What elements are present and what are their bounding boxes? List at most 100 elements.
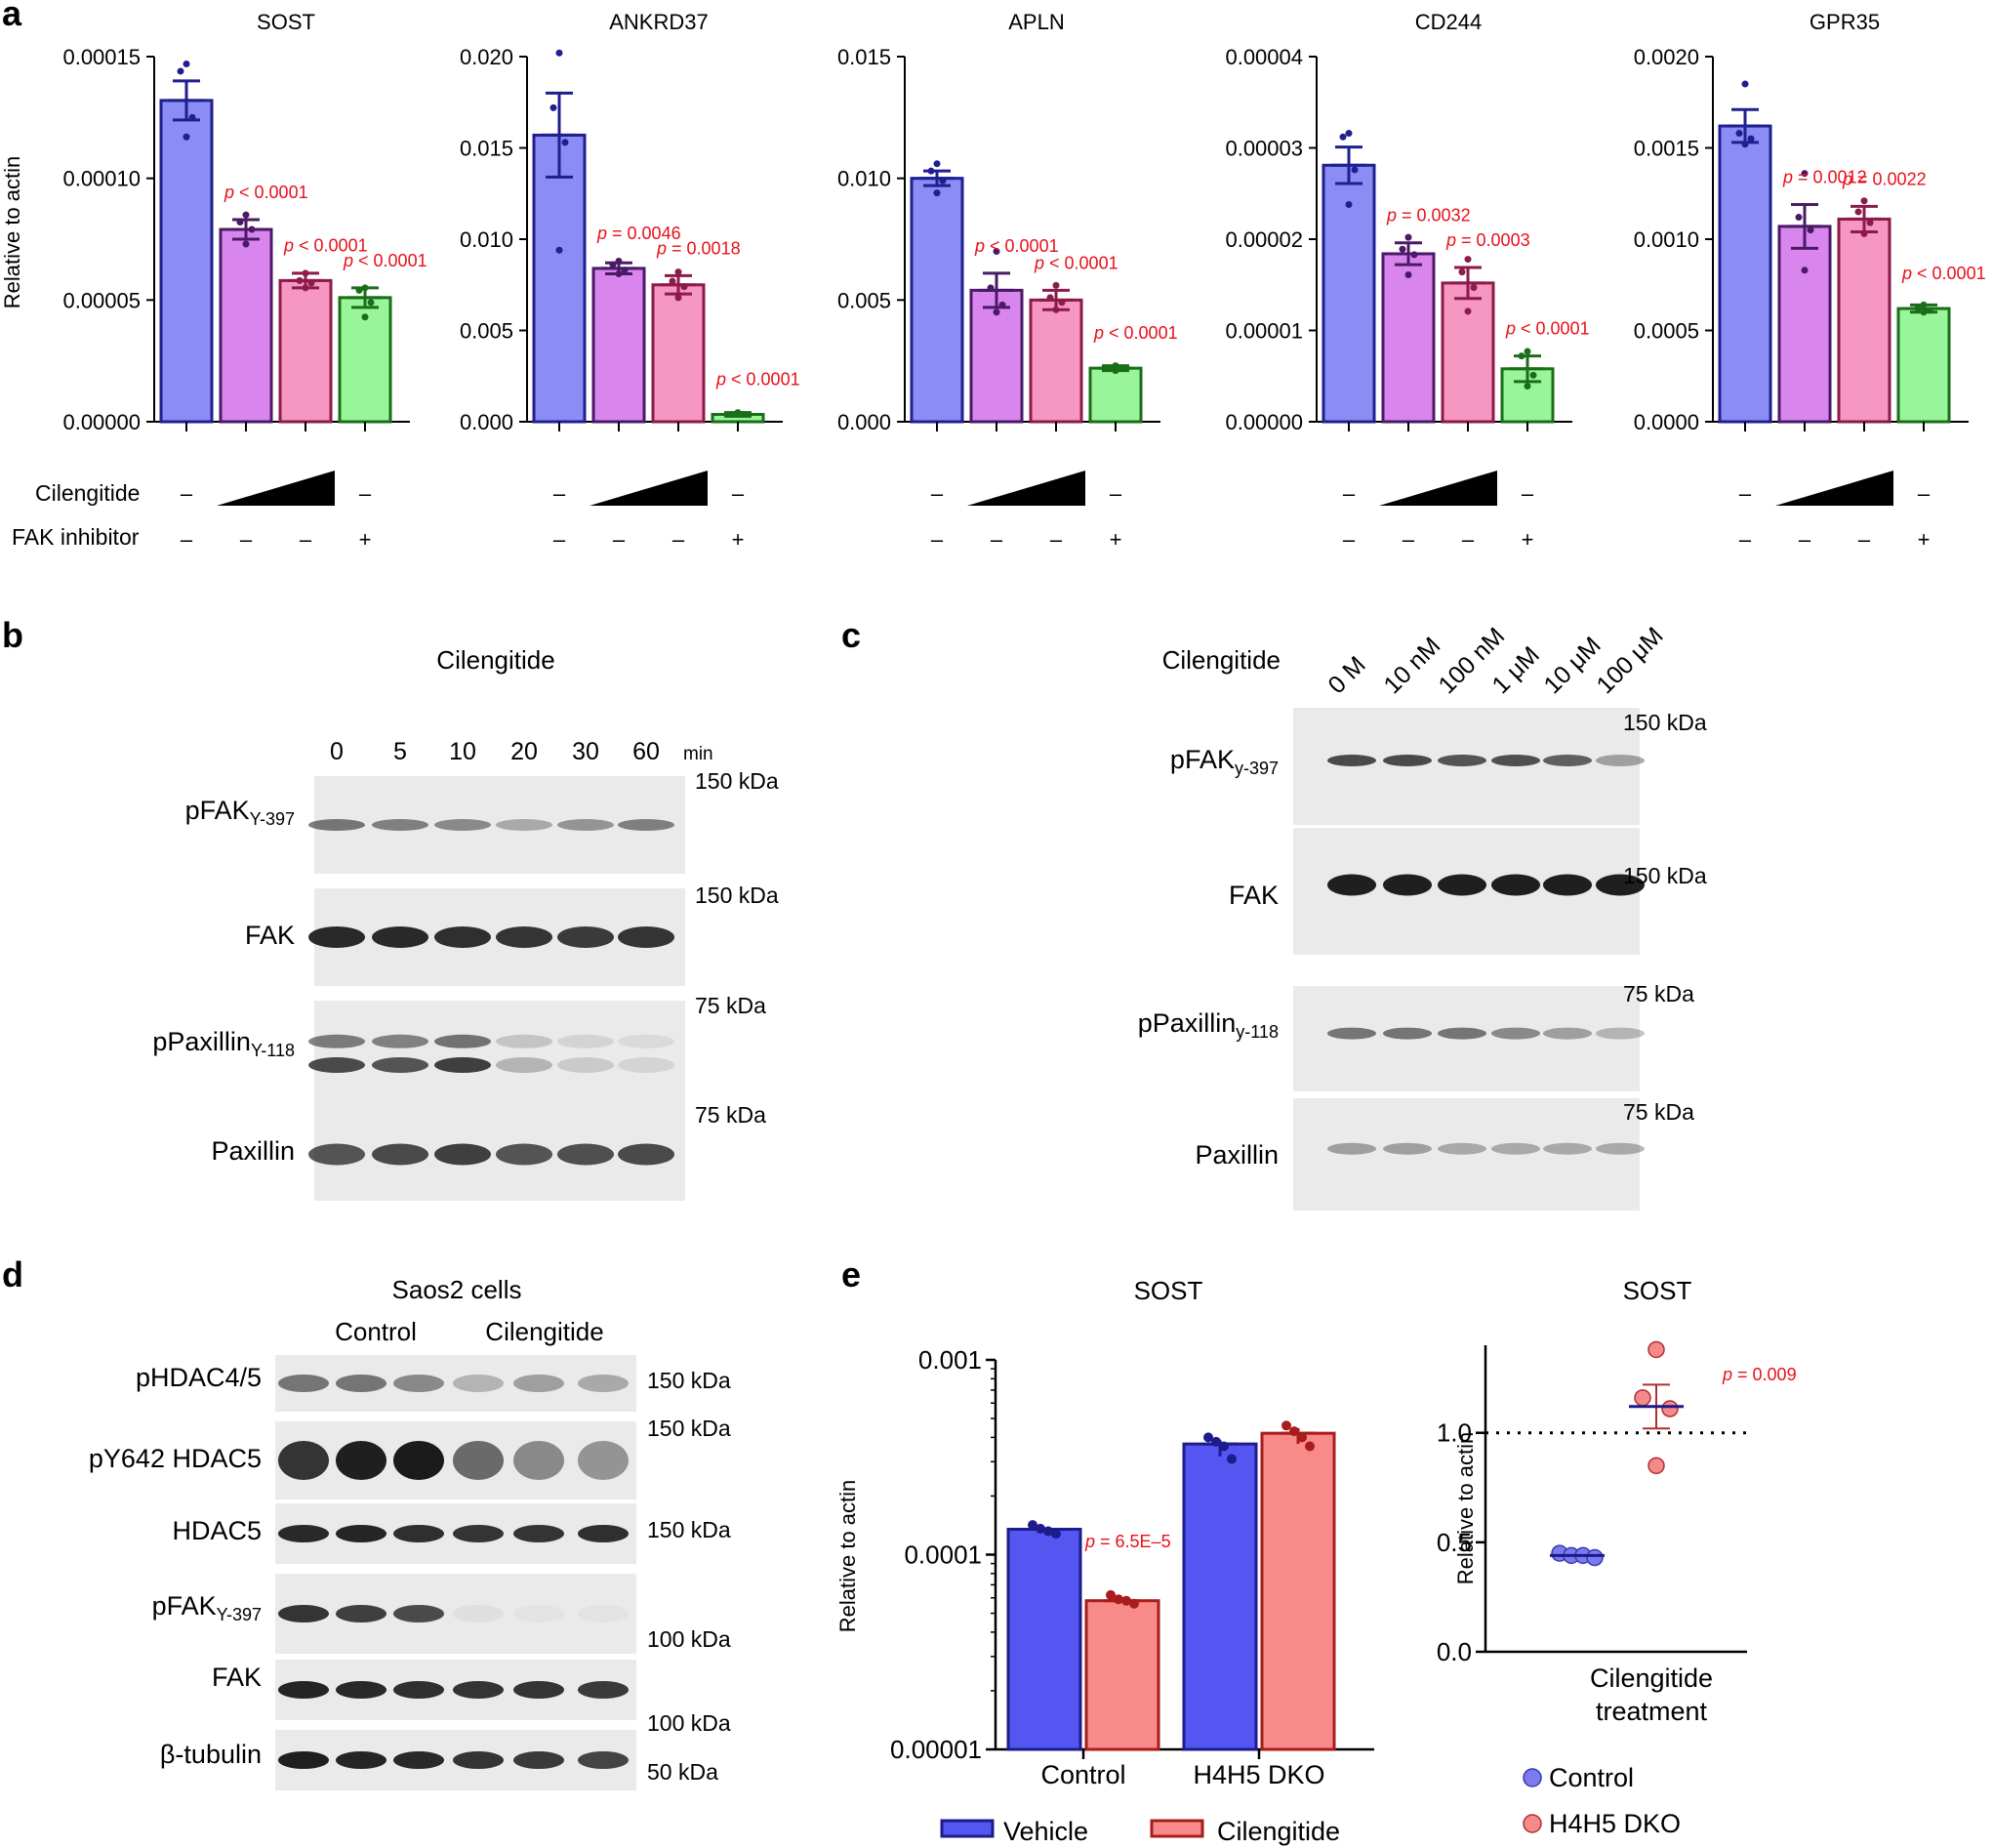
fak-inhibitor-sign: –	[1343, 527, 1356, 552]
data-point	[1028, 1520, 1037, 1531]
legend-label: Vehicle	[1003, 1817, 1088, 1846]
y-tick-label: 0.00001	[890, 1735, 982, 1764]
blot-band	[578, 1751, 629, 1769]
chart-title: ANKRD37	[609, 10, 708, 34]
blot-band	[1596, 874, 1645, 896]
blot-row-label: FAK	[212, 1663, 262, 1692]
data-point	[361, 284, 369, 292]
fak-inhibitor-sign: +	[1522, 527, 1534, 552]
data-point	[993, 308, 1000, 316]
p-value: p < 0.0001	[715, 370, 800, 390]
data-point	[933, 189, 941, 197]
chart-title: SOST	[1623, 1276, 1692, 1305]
blot-band	[336, 1681, 386, 1699]
p-value: p < 0.0001	[974, 236, 1059, 256]
bar	[910, 177, 964, 424]
blot-band	[434, 1057, 491, 1073]
data-point	[1043, 1526, 1053, 1537]
data-point	[1741, 80, 1749, 88]
kda-marker: 100 kDa	[647, 1626, 731, 1652]
p-value: p < 0.0001	[224, 183, 308, 202]
cilengitide-sign: –	[359, 481, 372, 506]
blot-band	[308, 1057, 365, 1073]
chart-ankrd37: ANKRD37 0.020 0.015 0.010 0.005 0.000 p = 0.00…	[460, 10, 800, 552]
fak-inhibitor-sign: –	[553, 527, 566, 552]
y-tick-label: 0.000	[837, 410, 891, 434]
blot-row-label: pFAKY-397	[185, 796, 295, 829]
data-point	[728, 411, 736, 419]
data-point	[1281, 1420, 1291, 1431]
p-value: p < 0.0001	[343, 251, 427, 270]
panel-b-time-unit: min	[683, 744, 713, 764]
dose-ramp-triangle	[1379, 471, 1497, 506]
blot-membrane	[275, 1355, 636, 1412]
kda-marker: 75 kDa	[695, 993, 766, 1018]
blot-band	[393, 1441, 444, 1480]
data-point	[1866, 219, 1874, 226]
data-point	[1464, 256, 1472, 264]
data-point	[242, 211, 250, 219]
data-point	[1529, 371, 1537, 379]
p-value: p = 0.009	[1722, 1365, 1797, 1384]
blot-band	[513, 1681, 564, 1699]
legend-label: Control	[1549, 1763, 1634, 1792]
bar	[1088, 366, 1143, 424]
blot-band	[453, 1375, 504, 1392]
kda-marker: 50 kDa	[647, 1759, 718, 1785]
data-point	[1634, 1389, 1651, 1407]
blot-band	[453, 1681, 504, 1699]
data-point	[555, 49, 563, 57]
blot-band	[1543, 1027, 1592, 1040]
chart-sost: SOST 0.00015 0.00010 0.00005 0.00000 p < 0.00…	[62, 10, 427, 552]
kda-marker: 150 kDa	[1623, 863, 1707, 888]
blot-band	[1327, 1142, 1376, 1155]
blot-band	[513, 1605, 564, 1622]
chart-gpr35: GPR35 0.0020 0.0015 0.0010 0.0005 0.0000 p = 0…	[1634, 10, 1986, 552]
y-tick-label: 0.0000	[1634, 410, 1699, 434]
y-tick-label: 0.0	[1437, 1637, 1472, 1666]
data-point	[549, 103, 557, 111]
dose-label: 0 M	[1322, 651, 1370, 699]
blot-band	[578, 1441, 629, 1480]
fak-inhibitor-sign: –	[1739, 527, 1752, 552]
blot-band	[578, 1605, 629, 1622]
blot-band	[1491, 1142, 1540, 1155]
blot-band	[336, 1525, 386, 1542]
data-point	[1305, 1441, 1315, 1452]
chart-title: SOST	[1134, 1276, 1203, 1305]
fak-inhibitor-sign: –	[1050, 527, 1063, 552]
p-value: p = 0.0022	[1842, 169, 1927, 188]
data-point	[609, 261, 617, 268]
data-point	[1518, 352, 1525, 360]
y-tick-label: 0.5	[1437, 1528, 1472, 1557]
data-point	[680, 283, 688, 291]
data-point	[993, 247, 1000, 255]
blot-band	[393, 1751, 444, 1769]
y-tick-label: 0.005	[837, 288, 891, 312]
data-point	[302, 269, 309, 277]
blot-band	[1491, 874, 1540, 896]
kda-marker: 150 kDa	[695, 768, 779, 794]
y-tick-label: 0.0001	[904, 1540, 982, 1570]
blot-row-label: HDAC5	[172, 1516, 262, 1545]
blot-row-label: FAK	[1229, 881, 1279, 910]
cilengitide-sign: –	[1739, 481, 1752, 506]
data-point	[183, 60, 190, 67]
blot-band	[557, 819, 614, 831]
data-point	[1801, 267, 1809, 274]
data-point	[242, 240, 250, 248]
data-point	[1036, 1523, 1045, 1534]
data-point	[248, 226, 256, 233]
fak-inhibitor-sign: +	[732, 527, 745, 552]
y-tick-label: 0.0010	[1634, 227, 1699, 252]
data-point	[1795, 214, 1803, 222]
p-value: p = 0.0046	[596, 224, 681, 243]
data-point	[1747, 135, 1755, 143]
data-point	[1860, 197, 1868, 205]
bar	[1837, 217, 1891, 424]
data-point	[1345, 130, 1353, 138]
blot-band	[372, 1057, 428, 1073]
blot-row-label: pFAKy-397	[1170, 745, 1279, 778]
blot-band	[1327, 1027, 1376, 1040]
fak-inhibitor-sign: –	[181, 527, 193, 552]
